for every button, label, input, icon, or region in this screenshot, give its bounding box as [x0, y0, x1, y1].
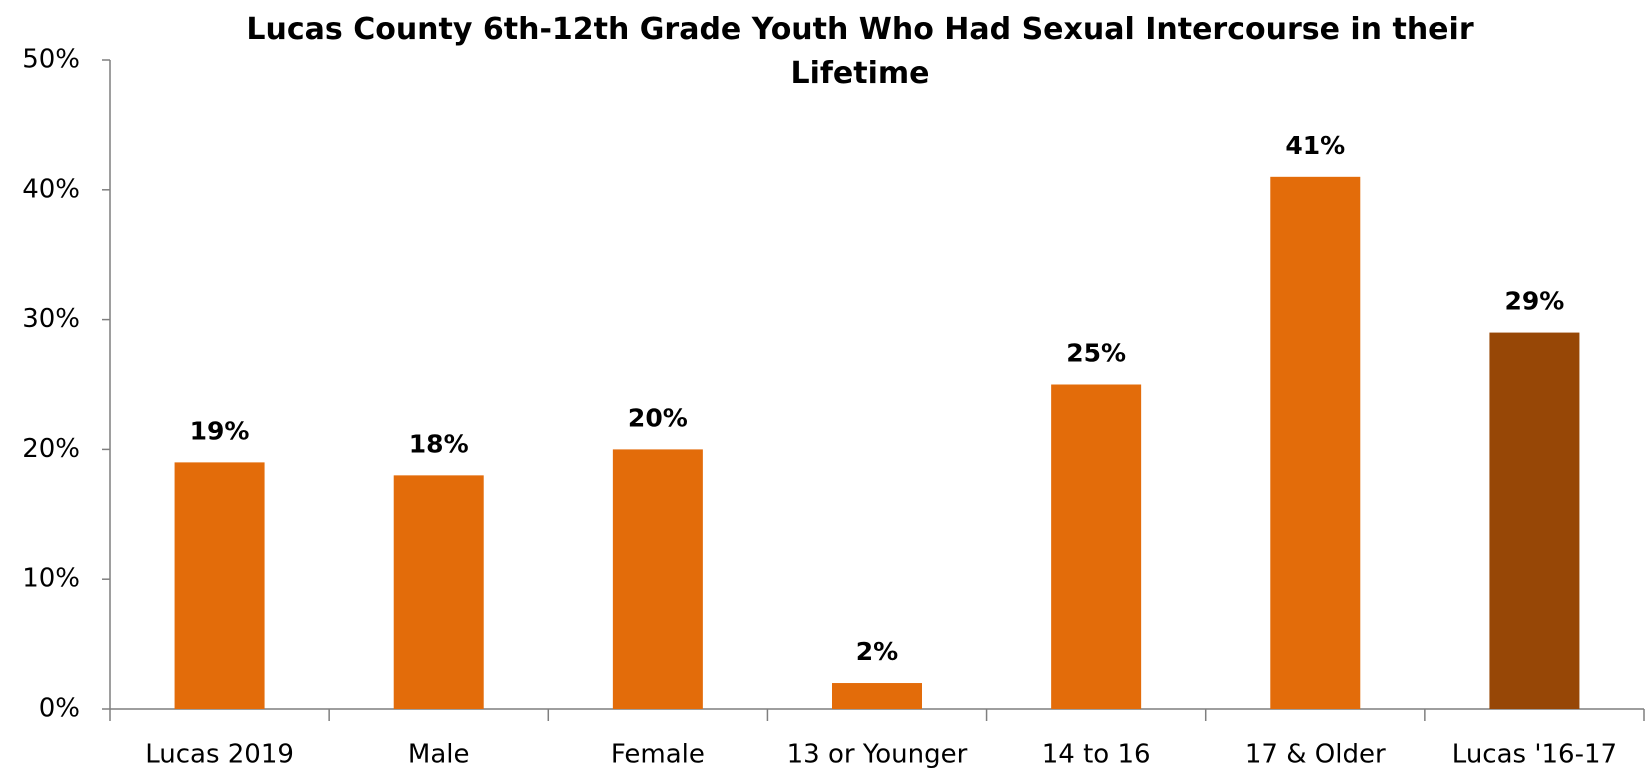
value-label: 20% — [628, 403, 688, 432]
x-tick-label: Female — [611, 740, 705, 770]
value-label: 19% — [190, 416, 250, 445]
y-tick-label: 20% — [22, 434, 80, 464]
value-label: 41% — [1285, 131, 1345, 160]
value-label: 29% — [1505, 287, 1565, 316]
bar — [1270, 176, 1361, 709]
y-tick-label: 40% — [22, 174, 80, 204]
x-tick-label: Lucas '16-17 — [1452, 740, 1617, 770]
y-tick-label: 0% — [39, 694, 80, 724]
x-tick-label: 17 & Older — [1245, 740, 1386, 770]
bar — [832, 683, 922, 709]
value-label: 18% — [409, 429, 469, 458]
value-label: 25% — [1066, 339, 1126, 368]
x-tick-label: Lucas 2019 — [145, 740, 294, 770]
bar — [393, 475, 484, 709]
bar — [1489, 332, 1580, 709]
y-tick-label: 30% — [22, 304, 80, 334]
x-tick-label: 13 or Younger — [787, 740, 968, 770]
bar — [174, 462, 265, 709]
value-label: 2% — [856, 637, 898, 666]
x-tick-label: Male — [408, 740, 470, 770]
chart-title: Lucas County 6th-12th Grade Youth Who Ha… — [246, 12, 1474, 91]
y-tick-label: 10% — [22, 564, 80, 594]
y-tick-label: 50% — [22, 45, 80, 75]
x-tick-label: 14 to 16 — [1042, 740, 1151, 770]
bar — [1051, 384, 1142, 709]
bar — [612, 449, 703, 709]
